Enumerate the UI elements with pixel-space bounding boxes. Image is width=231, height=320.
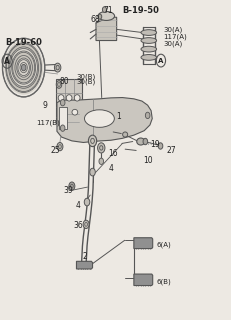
Circle shape [6,44,41,92]
Text: B-19-50: B-19-50 [122,6,159,15]
Text: 16: 16 [108,149,118,158]
Ellipse shape [66,95,72,101]
Text: 30(A): 30(A) [164,40,183,47]
Circle shape [90,168,95,176]
Circle shape [13,52,35,83]
Text: 2: 2 [82,252,87,261]
Circle shape [98,14,102,19]
Ellipse shape [72,109,78,115]
Text: 117(A): 117(A) [164,33,188,40]
Circle shape [57,142,63,151]
Text: 10: 10 [143,156,153,165]
Circle shape [55,63,61,72]
Polygon shape [96,17,117,41]
Text: B-19-60: B-19-60 [5,38,42,47]
Circle shape [99,158,103,164]
Ellipse shape [141,54,157,60]
Circle shape [97,143,105,153]
Text: 19: 19 [150,140,160,149]
Text: 71: 71 [103,6,112,15]
Circle shape [4,41,43,95]
Ellipse shape [141,38,157,44]
Text: 4: 4 [75,201,80,210]
Circle shape [69,182,75,190]
Text: 68: 68 [90,15,100,24]
Circle shape [60,100,65,106]
Text: 25: 25 [51,146,60,155]
Text: 117(B): 117(B) [36,119,60,126]
Text: 9: 9 [43,101,47,110]
Polygon shape [59,108,67,129]
Circle shape [10,49,37,87]
Text: 80: 80 [60,77,70,86]
Text: A: A [158,58,164,64]
Ellipse shape [141,30,157,36]
Circle shape [83,220,89,228]
Ellipse shape [143,138,148,145]
Text: 30(B): 30(B) [76,79,96,85]
Circle shape [17,58,30,77]
Circle shape [102,7,106,12]
Text: A: A [4,57,10,66]
Text: 30(B): 30(B) [76,73,96,80]
Circle shape [145,112,150,119]
Ellipse shape [123,132,128,137]
Text: 30(A): 30(A) [164,26,183,33]
Circle shape [158,143,163,149]
Circle shape [88,135,97,147]
Ellipse shape [61,109,66,115]
Ellipse shape [98,12,115,20]
Polygon shape [56,79,82,123]
Polygon shape [57,98,152,142]
Text: 6(A): 6(A) [157,241,172,248]
Ellipse shape [141,46,157,52]
Polygon shape [134,238,153,249]
Text: 36: 36 [73,221,83,230]
Polygon shape [134,274,153,285]
Ellipse shape [137,138,145,145]
Text: 1: 1 [117,113,122,122]
Text: 4: 4 [109,164,114,173]
Polygon shape [76,261,93,269]
Ellipse shape [85,110,114,127]
Text: 27: 27 [166,146,176,155]
Text: 39: 39 [64,186,74,195]
Circle shape [56,81,62,88]
Circle shape [84,198,90,206]
Circle shape [60,125,65,131]
Text: 6(B): 6(B) [157,278,172,285]
Circle shape [21,64,26,71]
Ellipse shape [58,95,64,101]
Ellipse shape [74,95,80,101]
